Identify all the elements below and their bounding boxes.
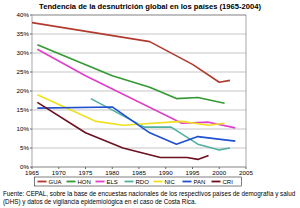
chart: Tendencia de la desnutrición global en l…	[0, 0, 300, 208]
plot-frame	[32, 15, 246, 167]
legend-label: ELS	[107, 179, 118, 185]
legend-swatch	[67, 181, 76, 183]
grid-line	[32, 34, 246, 35]
series-line	[37, 102, 208, 159]
y-tick-label: 15%	[17, 106, 30, 113]
legend-swatch	[154, 181, 163, 183]
legend-label: CRI	[223, 179, 234, 185]
x-tick-label: 1970	[52, 169, 66, 176]
legend-swatch	[96, 181, 105, 183]
x-tick-label: 1975	[79, 169, 93, 176]
legend-label: GUA	[49, 179, 62, 185]
x-tick-label: 1965	[25, 169, 39, 176]
source-note: Fuente: CEPAL, sobre la base de encuesta…	[3, 190, 297, 205]
legend-box	[35, 177, 242, 186]
x-tick-label: 1980	[105, 169, 119, 176]
title: Tendencia de la desnutrición global en l…	[39, 2, 261, 11]
y-tick-label: 20%	[17, 87, 30, 94]
legend-swatch	[183, 181, 192, 183]
legend-label: RDO	[136, 179, 150, 185]
grid-line	[32, 72, 246, 73]
grid-line	[32, 53, 246, 54]
y-tick-label: 30%	[17, 49, 30, 56]
grid-line	[32, 129, 246, 130]
legend-label: HON	[78, 179, 91, 185]
x-tick-label: 2000	[212, 169, 226, 176]
y-tick-label: 40%	[17, 11, 30, 18]
series-line	[37, 107, 235, 144]
grid-line	[32, 91, 246, 92]
grid-line	[32, 110, 246, 111]
series-line	[32, 23, 230, 83]
legend-label: PAN	[194, 179, 206, 185]
chart-wrap: Tendencia de la desnutrición global en l…	[0, 0, 300, 208]
series-line	[37, 45, 224, 104]
y-tick-label: 5%	[20, 144, 29, 151]
y-tick-label: 35%	[17, 30, 30, 37]
y-tick-label: 25%	[17, 68, 30, 75]
x-tick-label: 1990	[159, 169, 173, 176]
x-tick-label: 2005	[239, 169, 253, 176]
legend-swatch	[125, 181, 134, 183]
x-tick-label: 1985	[132, 169, 146, 176]
legend-swatch	[38, 181, 47, 183]
x-tick-label: 1995	[186, 169, 200, 176]
series-group	[32, 23, 235, 160]
y-tick-label: 10%	[17, 125, 30, 132]
legend-swatch	[212, 181, 221, 183]
series-line	[37, 49, 235, 128]
legend-label: NIC	[165, 179, 176, 185]
